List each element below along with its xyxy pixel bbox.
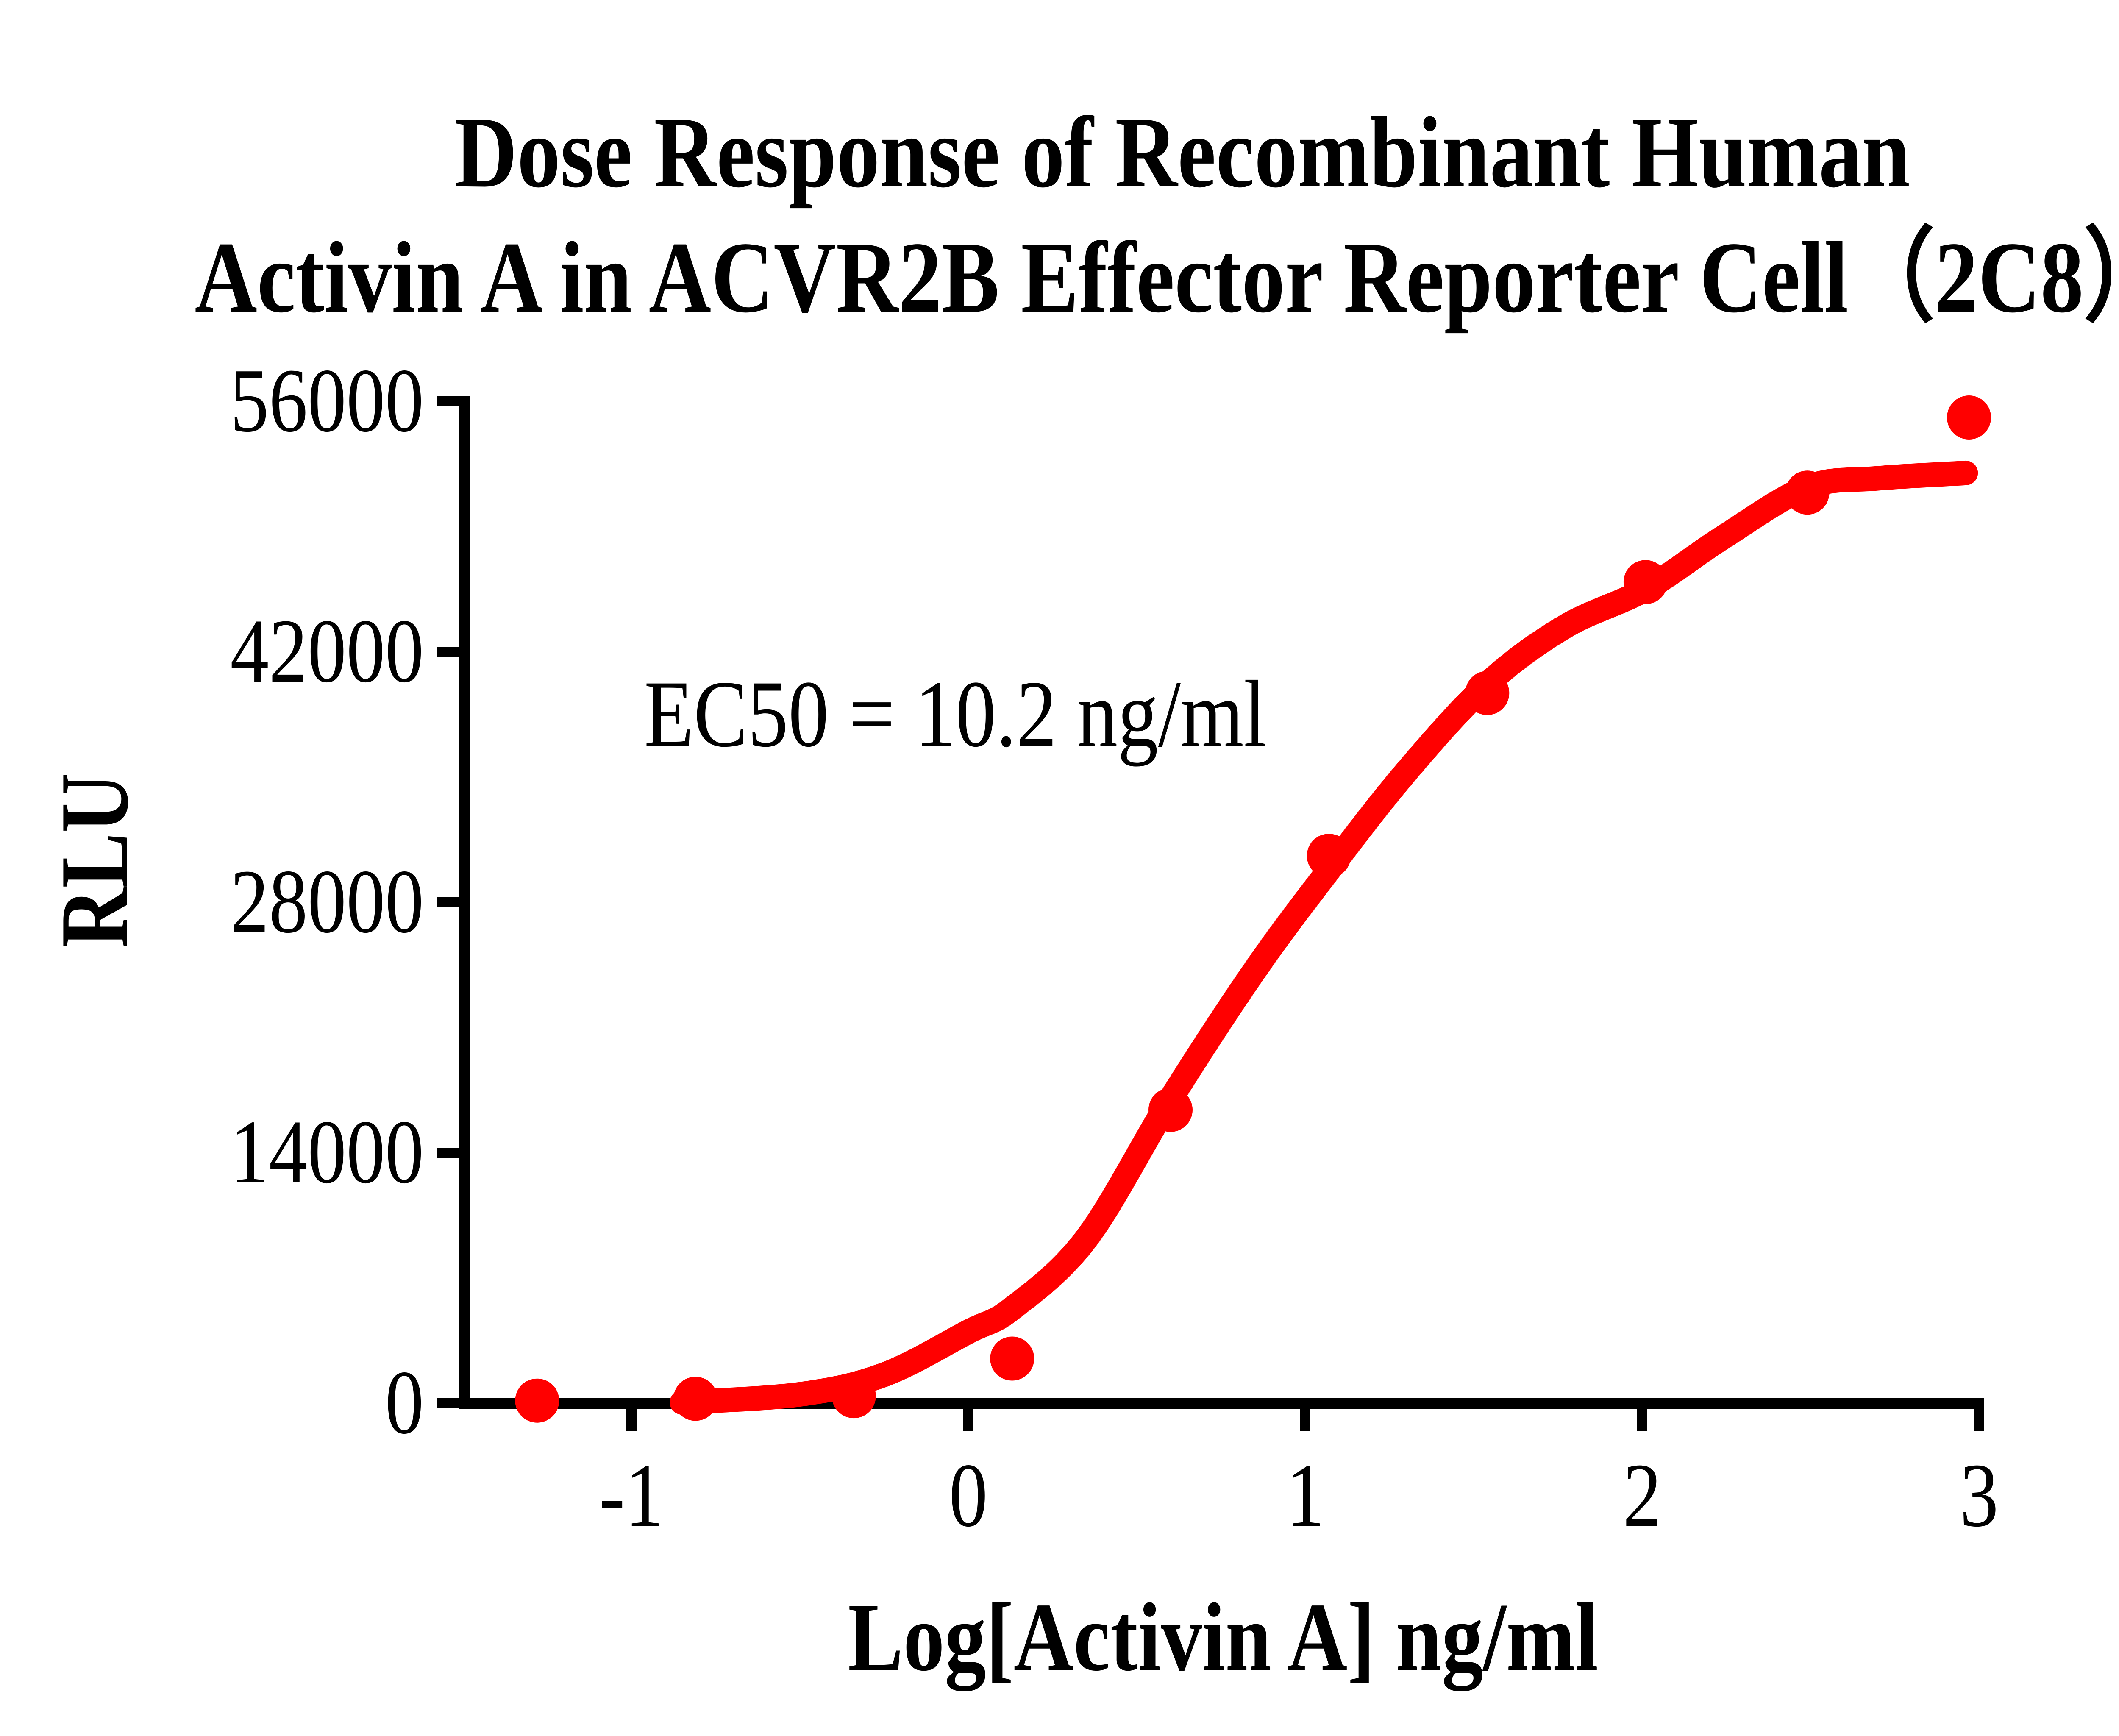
x-axis-title: Log[Activin A] ng/ml — [848, 1583, 1598, 1691]
y-axis-title: RLU — [41, 773, 148, 948]
y-tick-label-42000: 42000 — [230, 601, 424, 701]
x-tick-label-3: 3 — [1960, 1445, 1998, 1546]
y-tick-label-28000: 28000 — [230, 851, 424, 952]
x-tick-label-2: 2 — [1623, 1445, 1661, 1546]
data-point — [1465, 671, 1510, 715]
data-point — [1307, 834, 1351, 878]
fit-curve — [670, 460, 1978, 1415]
data-point — [831, 1374, 876, 1419]
x-tick-label-0: 0 — [949, 1445, 987, 1546]
ec50-annotation: EC50 = 10.2 ng/ml — [644, 662, 1266, 767]
data-point — [990, 1336, 1034, 1381]
data-point — [1623, 560, 1668, 604]
x-tick-label-neg1: -1 — [599, 1445, 664, 1546]
data-point — [673, 1377, 717, 1421]
chart-title-line1: Dose Response of Recombinant Human — [455, 97, 1910, 209]
data-point — [515, 1378, 559, 1423]
data-point — [1947, 395, 1991, 440]
data-point — [1148, 1088, 1193, 1132]
data-point — [1785, 470, 1830, 515]
x-tick-label-1: 1 — [1286, 1445, 1324, 1546]
chart-title-line2: Activin A in ACVR2B Effector Reporter Ce… — [195, 222, 2119, 334]
y-tick-label-14000: 14000 — [230, 1102, 424, 1202]
data-points — [515, 395, 1991, 1423]
y-tick-label-56000: 56000 — [230, 350, 424, 451]
y-tick-label-0: 0 — [385, 1352, 424, 1453]
